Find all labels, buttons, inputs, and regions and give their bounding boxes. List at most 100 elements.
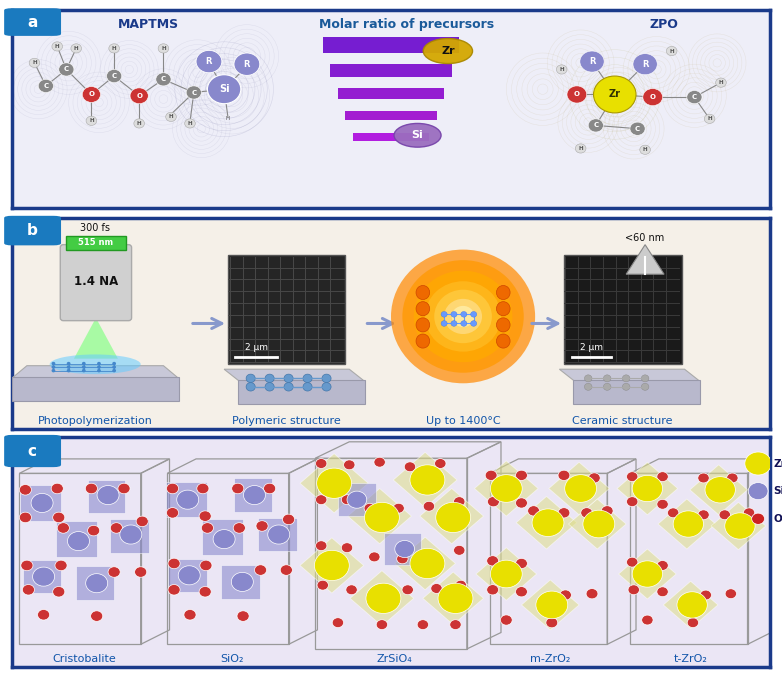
FancyBboxPatch shape bbox=[4, 8, 61, 36]
Circle shape bbox=[425, 550, 436, 559]
Circle shape bbox=[558, 470, 570, 481]
Circle shape bbox=[199, 586, 211, 597]
Ellipse shape bbox=[416, 318, 429, 332]
Polygon shape bbox=[300, 454, 368, 513]
Circle shape bbox=[347, 491, 367, 508]
Circle shape bbox=[657, 499, 669, 509]
Circle shape bbox=[66, 362, 70, 365]
Text: O-: O- bbox=[773, 513, 782, 524]
Circle shape bbox=[414, 270, 512, 362]
Circle shape bbox=[168, 558, 180, 569]
Circle shape bbox=[725, 589, 737, 599]
Circle shape bbox=[38, 609, 50, 620]
Circle shape bbox=[196, 50, 222, 73]
Text: 2 μm: 2 μm bbox=[579, 343, 603, 351]
Circle shape bbox=[284, 383, 293, 391]
Circle shape bbox=[604, 383, 611, 390]
Text: C: C bbox=[112, 73, 117, 79]
Circle shape bbox=[461, 321, 467, 326]
Circle shape bbox=[748, 483, 768, 500]
Text: C: C bbox=[594, 123, 598, 129]
Ellipse shape bbox=[394, 123, 441, 147]
Text: m-ZrO₂: m-ZrO₂ bbox=[530, 654, 571, 664]
Text: H: H bbox=[643, 147, 647, 153]
FancyBboxPatch shape bbox=[4, 216, 61, 245]
Circle shape bbox=[641, 375, 649, 382]
Text: H: H bbox=[169, 114, 174, 119]
Circle shape bbox=[515, 558, 527, 569]
Circle shape bbox=[86, 573, 108, 592]
Text: C: C bbox=[161, 76, 166, 82]
Circle shape bbox=[51, 484, 63, 494]
Polygon shape bbox=[300, 538, 364, 593]
Circle shape bbox=[423, 501, 435, 511]
Circle shape bbox=[490, 560, 522, 588]
Text: C: C bbox=[635, 126, 640, 131]
Circle shape bbox=[52, 512, 65, 523]
Circle shape bbox=[461, 311, 467, 317]
Bar bbox=[346, 111, 436, 120]
Bar bbox=[353, 133, 429, 140]
Circle shape bbox=[108, 567, 120, 577]
Circle shape bbox=[668, 508, 679, 518]
Text: ZPO: ZPO bbox=[650, 18, 679, 31]
Bar bbox=[238, 381, 365, 405]
Circle shape bbox=[341, 543, 353, 552]
Circle shape bbox=[134, 118, 145, 128]
Polygon shape bbox=[88, 480, 125, 513]
Polygon shape bbox=[549, 462, 609, 515]
Circle shape bbox=[67, 532, 89, 551]
Circle shape bbox=[184, 609, 196, 620]
Circle shape bbox=[52, 586, 65, 597]
Text: ZrSiO₄: ZrSiO₄ bbox=[377, 654, 413, 664]
Circle shape bbox=[451, 311, 457, 317]
Circle shape bbox=[626, 496, 638, 507]
Circle shape bbox=[332, 618, 343, 628]
Circle shape bbox=[158, 44, 169, 53]
Polygon shape bbox=[338, 484, 375, 516]
Polygon shape bbox=[393, 452, 457, 507]
Text: Si-: Si- bbox=[773, 486, 782, 496]
Circle shape bbox=[364, 503, 375, 513]
Circle shape bbox=[113, 369, 116, 373]
Circle shape bbox=[199, 511, 211, 522]
FancyBboxPatch shape bbox=[4, 435, 61, 467]
Polygon shape bbox=[619, 549, 676, 599]
Circle shape bbox=[581, 508, 593, 518]
Text: 515 nm: 515 nm bbox=[78, 238, 113, 247]
Circle shape bbox=[66, 365, 70, 369]
Circle shape bbox=[425, 281, 501, 351]
Circle shape bbox=[633, 54, 657, 75]
Circle shape bbox=[97, 486, 119, 505]
Ellipse shape bbox=[497, 285, 510, 300]
Circle shape bbox=[97, 369, 101, 373]
Circle shape bbox=[556, 65, 567, 74]
Circle shape bbox=[113, 362, 116, 365]
Circle shape bbox=[246, 383, 255, 391]
Circle shape bbox=[673, 511, 704, 537]
Text: R: R bbox=[244, 60, 250, 69]
Circle shape bbox=[82, 362, 86, 365]
Circle shape bbox=[485, 470, 497, 481]
Circle shape bbox=[246, 374, 255, 383]
Circle shape bbox=[52, 362, 56, 365]
Polygon shape bbox=[559, 369, 700, 381]
Polygon shape bbox=[203, 520, 243, 555]
Circle shape bbox=[82, 369, 86, 373]
Text: Zr: Zr bbox=[441, 46, 454, 56]
Circle shape bbox=[536, 591, 568, 619]
Circle shape bbox=[346, 585, 357, 595]
Text: <60 nm: <60 nm bbox=[626, 233, 665, 242]
Circle shape bbox=[632, 475, 662, 502]
Polygon shape bbox=[475, 461, 538, 516]
Circle shape bbox=[166, 112, 176, 121]
Circle shape bbox=[403, 260, 524, 373]
Polygon shape bbox=[348, 488, 411, 543]
Circle shape bbox=[113, 365, 116, 369]
Circle shape bbox=[700, 590, 712, 600]
Polygon shape bbox=[76, 567, 114, 600]
Circle shape bbox=[643, 89, 662, 106]
Circle shape bbox=[435, 458, 446, 469]
Circle shape bbox=[628, 585, 640, 595]
Circle shape bbox=[677, 592, 707, 618]
